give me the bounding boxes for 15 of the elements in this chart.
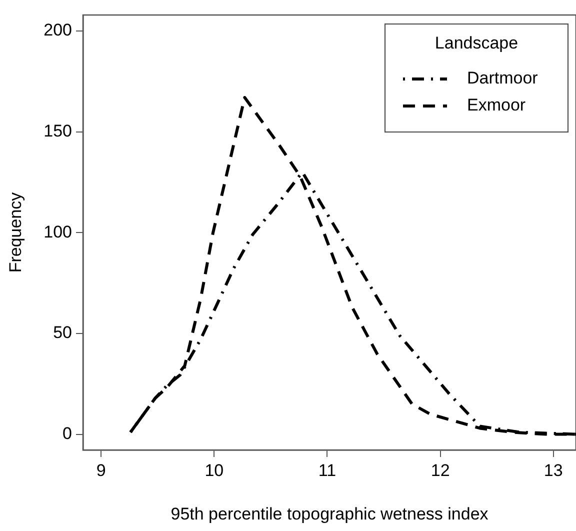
y-tick-label: 200: [44, 20, 72, 40]
legend-label: Dartmoor: [467, 68, 538, 88]
x-tick-label: 10: [204, 460, 224, 480]
legend-title: Landscape: [434, 34, 518, 53]
x-tick-label: 9: [96, 460, 106, 480]
x-tick-label: 12: [430, 460, 450, 480]
x-tick-label: 13: [544, 460, 563, 480]
x-axis-title: 95th percentile topographic wetness index: [170, 504, 489, 524]
x-tick-label: 11: [318, 460, 336, 480]
legend-label: Exmoor: [467, 96, 526, 115]
y-tick-label: 150: [44, 121, 72, 140]
y-tick-label: 50: [53, 323, 72, 342]
y-axis-title: Frequency: [6, 192, 25, 273]
y-tick-label: 0: [62, 424, 72, 443]
y-tick-label: 100: [44, 222, 72, 242]
